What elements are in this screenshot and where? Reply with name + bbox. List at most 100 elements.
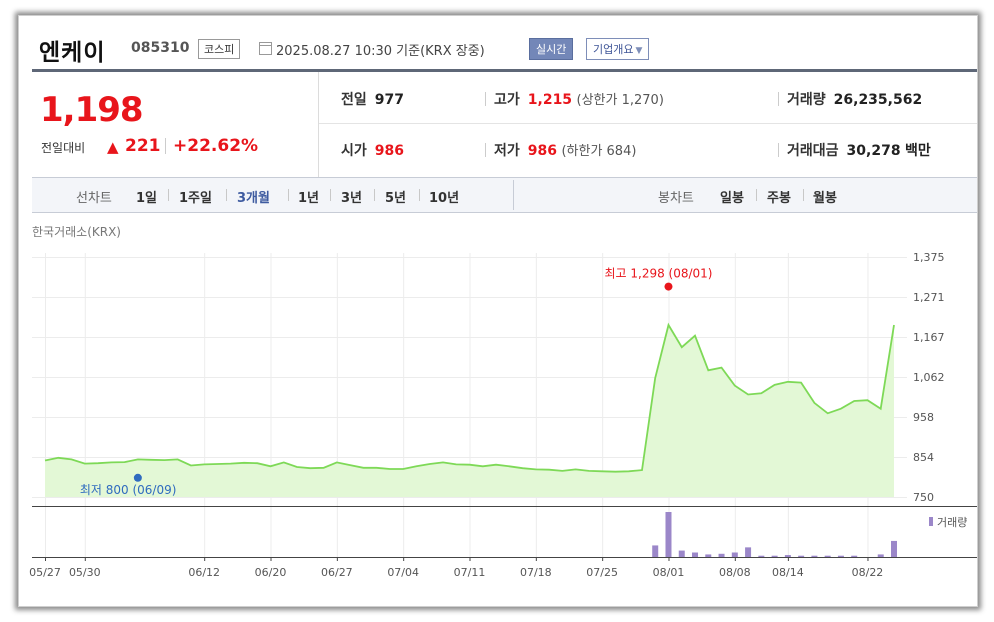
low-annotation: 최저 800 (06/09)	[80, 483, 177, 497]
candle-weekly[interactable]: 주봉	[767, 191, 791, 206]
y-tick-label: 750	[913, 491, 934, 504]
up-arrow-icon: ▲	[107, 138, 119, 156]
high-point	[664, 282, 673, 291]
volume-bar	[731, 552, 738, 557]
amount-label: 거래대금	[787, 143, 839, 159]
period-divider	[374, 189, 375, 201]
calendar-icon	[259, 42, 272, 55]
volume-bar	[851, 555, 858, 557]
volume-bar	[718, 553, 725, 557]
high-annotation: 최고 1,298 (08/01)	[604, 267, 712, 281]
high-label: 고가	[494, 92, 520, 108]
realtime-button[interactable]: 실시간	[529, 38, 574, 60]
low-label: 저가	[494, 143, 520, 159]
high-cell: 고가 1,215 (상한가 1,270)	[494, 89, 664, 109]
current-price: 1,198	[40, 90, 144, 130]
prev-close-cell: 전일 977	[341, 89, 404, 109]
low-value: 986	[527, 143, 557, 159]
company-overview-button[interactable]: 기업개요 ▼	[586, 38, 650, 60]
period-divider	[288, 189, 289, 201]
stock-name[interactable]: 엔케이	[39, 40, 106, 66]
volume-bar	[771, 555, 778, 557]
period-5y[interactable]: 5년	[385, 191, 407, 206]
period-3y[interactable]: 3년	[341, 191, 363, 206]
volume-bar	[891, 540, 897, 557]
period-divider	[756, 189, 757, 201]
x-tick-label: 06/12	[188, 566, 220, 579]
candle-monthly[interactable]: 월봉	[813, 191, 837, 206]
x-tick-label: 07/11	[454, 566, 486, 579]
stock-code: 085310	[131, 40, 190, 56]
volume-bar	[665, 512, 672, 557]
low-point	[133, 473, 142, 482]
volume-bar	[824, 555, 831, 557]
period-bar: 선차트 1일 1주일 3개월 1년 3년 5년 10년 봉차트 일봉 주봉 월봉	[32, 177, 977, 213]
cell-divider	[778, 143, 779, 157]
change-label: 전일대비	[41, 141, 86, 155]
change-percent: +22.62%	[173, 136, 259, 156]
period-3m[interactable]: 3개월	[237, 191, 270, 206]
period-10y[interactable]: 10년	[429, 191, 460, 206]
change-divider	[165, 138, 166, 154]
price-chart[interactable]: 1,375 1,271 1,167 1,062 958 854 750 최고 1,298 (0…	[19, 16, 977, 606]
amount-value: 30,278	[846, 143, 901, 159]
line-chart-label: 선차트	[76, 191, 112, 206]
period-1d[interactable]: 1일	[136, 191, 158, 206]
period-divider	[803, 189, 804, 201]
y-tick-label: 854	[913, 451, 934, 464]
volume-bar	[745, 547, 752, 557]
volume-bar	[784, 555, 791, 557]
cell-divider	[485, 143, 486, 157]
x-tick-label: 06/20	[255, 566, 287, 579]
price-area	[45, 325, 894, 497]
change-value: 221	[125, 136, 161, 156]
header: 엔케이 085310 코스피 2025.08.27 10:30 기준(KRX 장…	[19, 16, 977, 70]
volume-bar	[811, 555, 818, 557]
period-divider	[330, 189, 331, 201]
chevron-down-icon: ▼	[635, 46, 643, 56]
quote-time: 2025.08.27 10:30 기준(KRX 장중)	[276, 44, 485, 59]
cell-divider	[485, 92, 486, 106]
open-label: 시가	[341, 143, 367, 159]
header-divider	[32, 69, 977, 72]
x-tick-label: 07/25	[586, 566, 618, 579]
amount-cell: 거래대금 30,278 백만	[787, 140, 931, 160]
high-value: 1,215	[527, 92, 573, 108]
price-line	[44, 322, 895, 473]
y-tick-label: 1,375	[913, 251, 945, 264]
volume-bar	[877, 554, 884, 557]
period-bar-divider	[513, 180, 514, 210]
y-tick-label: 1,062	[913, 371, 945, 384]
x-tick-label: 07/18	[520, 566, 552, 579]
x-tick-label: 08/01	[653, 566, 685, 579]
lower-limit: (하한가 684)	[561, 144, 637, 159]
volume-bar	[837, 555, 844, 557]
y-tick-label: 958	[913, 411, 934, 424]
volume-bar	[678, 550, 685, 557]
volume-bar	[798, 555, 805, 557]
volume-legend-label: 거래량	[937, 516, 967, 529]
period-1y[interactable]: 1년	[298, 191, 320, 206]
y-tick-label: 1,167	[913, 331, 945, 344]
low-cell: 저가 986 (하한가 684)	[494, 140, 636, 160]
volume-bar	[705, 554, 712, 557]
volume-value: 26,235,562	[833, 92, 923, 108]
price-panel: 1,198 전일대비 ▲ 221 +22.62%	[32, 72, 319, 177]
volume-cell: 거래량 26,235,562	[787, 89, 922, 109]
y-tick-label: 1,271	[913, 291, 945, 304]
stock-widget: 엔케이 085310 코스피 2025.08.27 10:30 기준(KRX 장…	[18, 15, 978, 607]
company-overview-label: 기업개요	[593, 43, 634, 56]
period-divider	[419, 189, 420, 201]
prev-close-label: 전일	[341, 92, 367, 108]
x-tick-label: 08/08	[719, 566, 751, 579]
x-tick-label: 05/30	[69, 566, 101, 579]
info-row-divider	[319, 123, 977, 124]
candle-daily[interactable]: 일봉	[720, 191, 744, 206]
period-divider	[226, 189, 227, 201]
volume-bar	[652, 545, 659, 557]
x-tick-label: 05/27	[29, 566, 61, 579]
upper-limit: (상한가 1,270)	[576, 93, 664, 108]
x-tick-label: 07/04	[387, 566, 419, 579]
data-source: 한국거래소(KRX)	[32, 225, 121, 239]
period-1w[interactable]: 1주일	[179, 191, 212, 206]
